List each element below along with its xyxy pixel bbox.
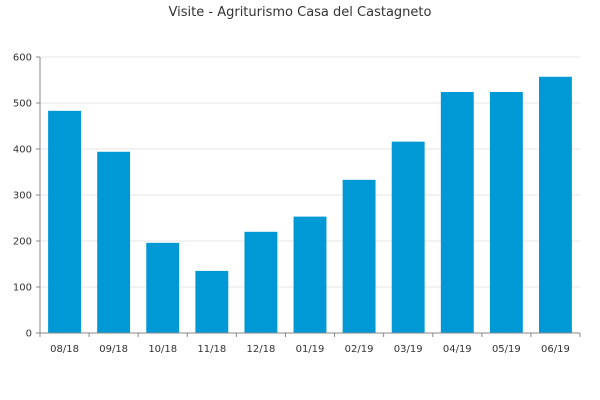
x-tick-label: 10/18 [148,344,177,355]
x-tick-label: 04/19 [443,344,472,355]
x-tick-label: 09/18 [99,344,128,355]
bar [293,216,327,333]
bar [146,242,180,333]
y-tick-label: 600 [13,53,32,64]
x-tick-label: 08/18 [50,344,79,355]
bar [342,179,376,333]
y-tick-label: 200 [13,237,32,248]
y-tick-label: 500 [13,99,32,110]
bar [489,91,523,334]
bar [48,110,81,333]
x-tick-label: 06/19 [541,344,570,355]
bar [440,91,474,334]
chart-title: Visite - Agriturismo Casa del Castagneto [169,5,432,20]
x-tick-label: 11/18 [197,344,226,355]
x-tick-label: 02/19 [345,344,374,355]
bar [195,270,229,333]
x-tick-label: 01/19 [296,344,325,355]
bar [244,231,278,333]
x-tick-labels: 08/18 09/18 10/18 11/18 12/18 01/19 02/19 03/19… [50,344,570,355]
y-tick-labels: 0 100 200 300 400 500 600 [13,53,32,340]
x-tick-label: 03/19 [394,344,423,355]
bars [48,76,572,334]
axes [36,56,581,337]
x-tick-label: 12/18 [246,344,275,355]
bar [539,76,572,333]
y-tick-label: 300 [13,191,32,202]
y-tick-label: 100 [13,283,32,294]
y-tick-label: 400 [13,145,32,156]
bar [97,151,131,333]
bar [391,141,425,333]
x-tick-label: 05/19 [492,344,521,355]
y-tick-label: 0 [26,329,32,340]
